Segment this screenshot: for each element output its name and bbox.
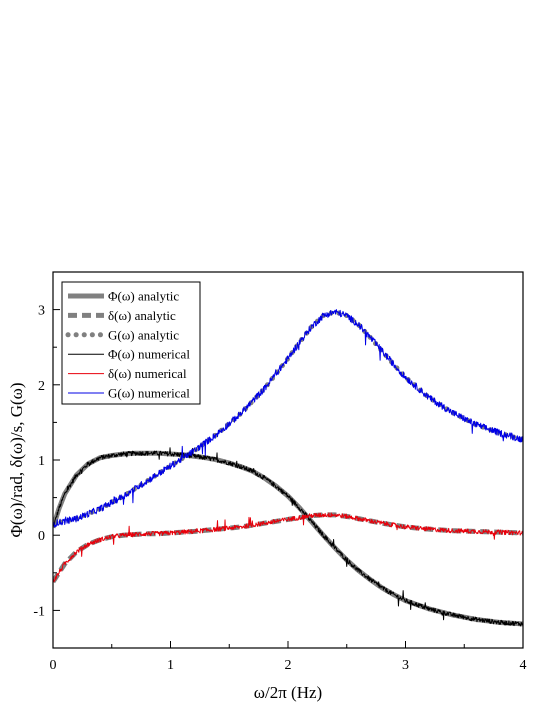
legend-label: Φ(ω) numerical — [108, 347, 190, 362]
series-line — [53, 450, 523, 627]
chart-legend: Φ(ω) analytic δ(ω) analytic G(ω) analytic Φ… — [61, 281, 201, 405]
x-axis-title: ω/2π (Hz) — [254, 683, 322, 702]
legend-box — [61, 281, 201, 405]
series-line — [53, 447, 523, 627]
x-tick-label: 2 — [285, 658, 292, 673]
legend-label: G(ω) analytic — [108, 327, 179, 342]
legend-label: δ(ω) numerical — [108, 366, 187, 381]
x-tick-label: 3 — [402, 658, 409, 673]
series-line — [53, 309, 523, 528]
y-tick-label: 3 — [38, 304, 45, 319]
y-tick-label: -1 — [33, 604, 45, 619]
legend-label: Φ(ω) analytic — [108, 289, 179, 304]
y-tick-label: 0 — [38, 529, 45, 544]
x-tick-label: 0 — [50, 658, 57, 673]
legend-label: δ(ω) analytic — [108, 308, 176, 323]
y-tick-label: 1 — [38, 454, 45, 469]
series-line — [53, 512, 523, 583]
y-tick-label: 2 — [38, 379, 45, 394]
y-axis-ticks: -1 0 1 2 3 — [33, 271, 60, 649]
x-tick-label: 4 — [520, 658, 527, 673]
series-line — [53, 512, 523, 584]
x-axis-ticks: 0 1 2 3 4 — [50, 641, 527, 673]
plot-series — [53, 309, 523, 627]
x-tick-label: 1 — [167, 658, 174, 673]
y-axis-title: Φ(ω)/rad, δ(ω)/s, G(ω) — [7, 382, 26, 537]
legend-label: G(ω) numerical — [108, 386, 190, 401]
